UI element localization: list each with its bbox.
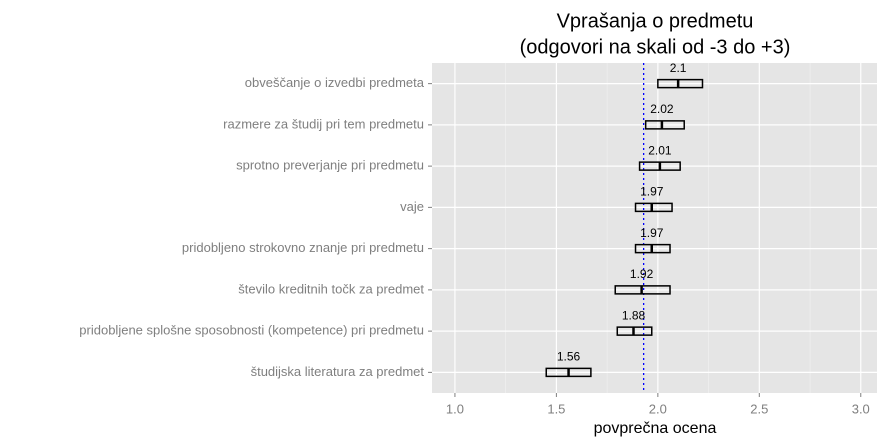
data-label: 1.97 [640, 185, 664, 199]
crossbar-box [644, 120, 685, 130]
data-label: 2.02 [650, 102, 674, 116]
crossbar-box [634, 202, 673, 213]
x-tick-label: 2.0 [649, 401, 667, 416]
y-tick-label: sprotno preverjanje pri predmetu [236, 158, 424, 173]
x-tick-label: 2.5 [750, 401, 768, 416]
y-tick-label: število kreditnih točk za predmet [238, 281, 424, 296]
data-label: 1.56 [557, 350, 581, 364]
chart-subtitle: (odgovori na skali od -3 do +3) [520, 36, 791, 58]
x-axis-label: povprečna ocena [594, 420, 717, 437]
y-tick-label: študijska literatura za predmet [251, 364, 425, 379]
data-label: 1.97 [640, 226, 664, 240]
x-tick-label: 3.0 [852, 401, 870, 416]
plot-background [432, 63, 877, 393]
x-tick-label: 1.5 [547, 401, 565, 416]
y-tick-label: obveščanje o izvedbi predmeta [245, 75, 425, 90]
data-label: 1.88 [622, 308, 646, 322]
x-tick-label: 1.0 [446, 401, 464, 416]
chart-title: Vprašanja o predmetu [557, 10, 754, 32]
y-tick-label: vaje [400, 199, 424, 214]
y-tick-label: razmere za študij pri tem predmetu [223, 116, 424, 131]
crossbar-box [657, 78, 704, 89]
y-tick-label: pridobljene splošne sposobnosti (kompete… [79, 323, 424, 338]
y-tick-label: pridobljeno strokovno znanje pri predmet… [182, 240, 424, 255]
data-label: 2.1 [670, 61, 687, 75]
data-label: 1.92 [630, 267, 654, 281]
data-label: 2.01 [648, 143, 672, 157]
